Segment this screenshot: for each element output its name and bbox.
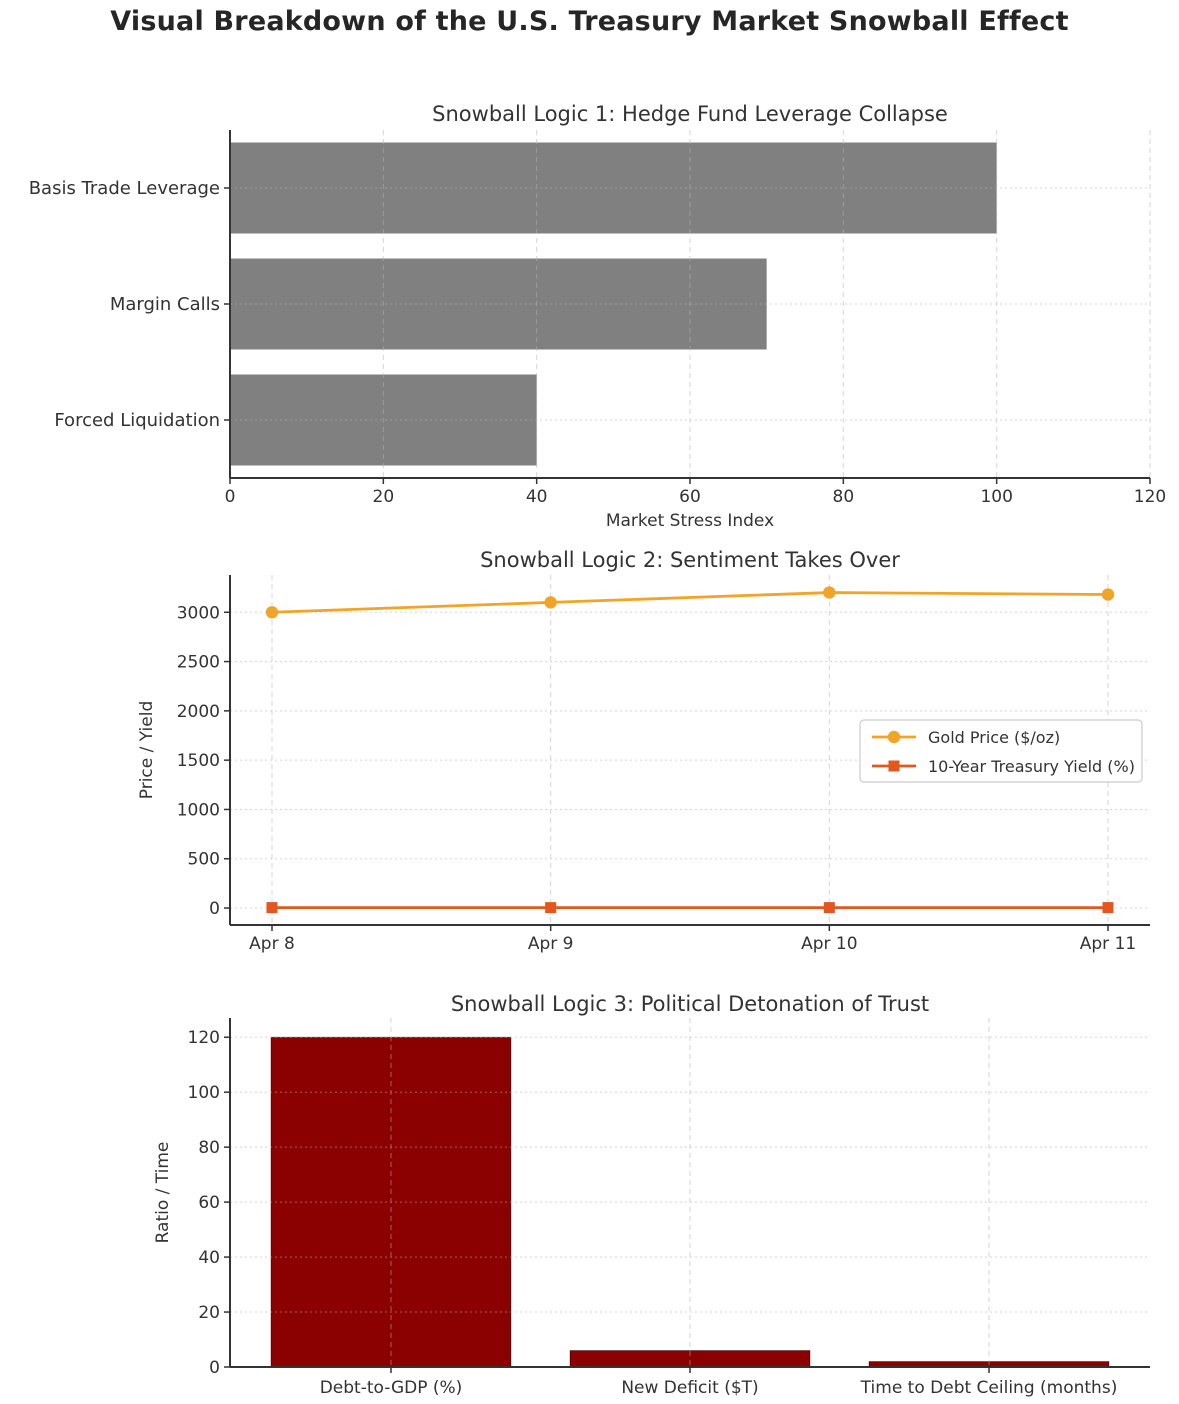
series-10-year-treasury-yield [266,902,1114,914]
y-tick-label: 2000 [177,702,220,722]
marker-circle [544,596,557,609]
y-category-label: Basis Trade Leverage [29,178,220,199]
y-axis-label: Price / Yield [137,701,157,799]
y-tick-label: 3000 [177,603,220,623]
x-tick-label: Apr 10 [801,934,857,954]
x-tick-label: 40 [526,487,548,507]
marker-square [823,902,835,914]
tick-marks [224,187,1151,484]
gridlines [230,1018,1150,1367]
y-tick-label: 0 [209,1358,220,1378]
y-tick-label: 80 [198,1138,220,1158]
chart-title: Snowball Logic 3: Political Detonation o… [451,992,929,1016]
y-tick-label: 100 [188,1083,220,1103]
x-category-label: New Deficit ($T) [621,1378,758,1398]
axis-spines [229,575,1150,926]
y-tick-label: 1500 [177,751,220,771]
y-tick-label: 20 [198,1303,220,1323]
legend-marker-square [888,760,900,772]
y-tick-label: 40 [198,1248,220,1268]
x-tick-label: Apr 9 [528,934,574,954]
y-tick-label: 500 [188,850,220,870]
chart-political-detonation: 0 20 40 60 80 100 120 Debt-to-GDP (%) New Defici… [153,992,1150,1398]
legend: Gold Price ($/oz) 10-Year Treasury Yield … [859,719,1143,783]
marker-square [266,902,278,914]
bar-margin-calls [230,258,767,350]
x-tick-label: Apr 11 [1080,934,1136,954]
x-axis-label: Market Stress Index [606,511,774,531]
legend-label: 10-Year Treasury Yield (%) [928,757,1135,776]
y-category-label: Forced Liquidation [54,410,220,431]
y-tick-label: 120 [188,1028,220,1048]
marker-circle [265,606,279,619]
marker-square [1102,902,1114,914]
x-tick-label: 60 [679,487,701,507]
chart-title: Snowball Logic 1: Hedge Fund Leverage Co… [432,102,948,126]
y-axis-label: Ratio / Time [153,1142,173,1244]
chart-title: Snowball Logic 2: Sentiment Takes Over [480,548,900,572]
chart-sentiment: Apr 8 Apr 9 Apr 10 Apr 11 0 500 1000 1500 2000 25… [137,548,1150,954]
bar-basis-trade-leverage [230,142,997,234]
x-category-label: Time to Debt Ceiling (months) [860,1378,1118,1398]
y-tick-label: 60 [198,1193,220,1213]
x-tick-label: 80 [833,487,855,507]
page-title: Visual Breakdown of the U.S. Treasury Ma… [110,6,1069,37]
x-tick-label: 120 [1134,487,1166,507]
legend-box [859,719,1143,783]
x-tick-label: Apr 8 [249,934,295,954]
marker-square [545,902,557,914]
x-tick-label: 20 [373,487,395,507]
tick-marks [224,611,1109,931]
y-tick-label: 1000 [177,800,220,820]
x-tick-label: 0 [225,487,236,507]
series-line [270,591,1110,614]
y-tick-label: 0 [209,899,220,919]
x-tick-label: 100 [980,487,1012,507]
tick-marks [224,1036,990,1373]
legend-label: Gold Price ($/oz) [928,728,1060,747]
marker-circle [823,586,836,599]
gridlines [230,130,1151,478]
chart-leverage-collapse: 0 20 40 60 80 100 120 Basis Trade Leverage Margi… [29,102,1167,531]
x-category-label: Debt-to-GDP (%) [320,1378,463,1398]
bars [230,142,997,466]
legend-marker-circle [887,730,901,744]
marker-circle [1101,588,1115,601]
y-category-label: Margin Calls [110,294,220,315]
y-tick-label: 2500 [177,653,220,673]
series-gold-price-oz [265,586,1115,619]
